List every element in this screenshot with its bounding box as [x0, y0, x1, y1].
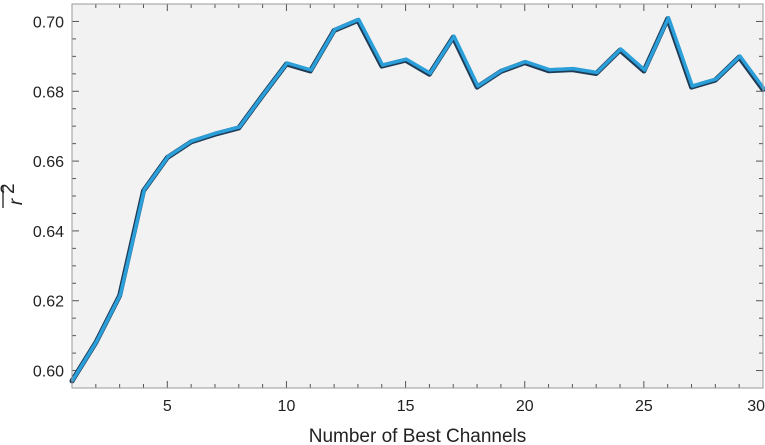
x-tick-label: 20	[516, 398, 534, 415]
y-tick-label: 0.64	[33, 224, 64, 241]
y-axis-label-text: r	[6, 198, 27, 205]
plot-area	[72, 4, 763, 388]
y-axis-label: r 2	[0, 183, 27, 208]
y-tick-label: 0.68	[33, 84, 64, 101]
series-line	[71, 15, 765, 382]
x-axis-label: Number of Best Channels	[309, 426, 527, 445]
x-tick-label: 30	[747, 398, 765, 415]
x-tick-label: 10	[278, 398, 296, 415]
plot-frame	[71, 3, 764, 389]
x-tick-label: 15	[397, 398, 415, 415]
y-tick-label: 0.62	[33, 294, 64, 311]
x-tick-labels: 5 10 15 20 25 30	[163, 398, 765, 415]
y-axis-label-superscript: 2	[0, 183, 19, 194]
y-tick-label: 0.70	[33, 14, 64, 31]
x-tick-label: 25	[635, 398, 653, 415]
series-lines	[69, 15, 765, 384]
y-tick-label: 0.60	[33, 364, 64, 381]
y-tick-label: 0.66	[33, 154, 64, 171]
y-tick-labels: 0.60 0.62 0.64 0.66 0.68 0.70	[33, 14, 64, 380]
x-tick-label: 5	[163, 398, 172, 415]
